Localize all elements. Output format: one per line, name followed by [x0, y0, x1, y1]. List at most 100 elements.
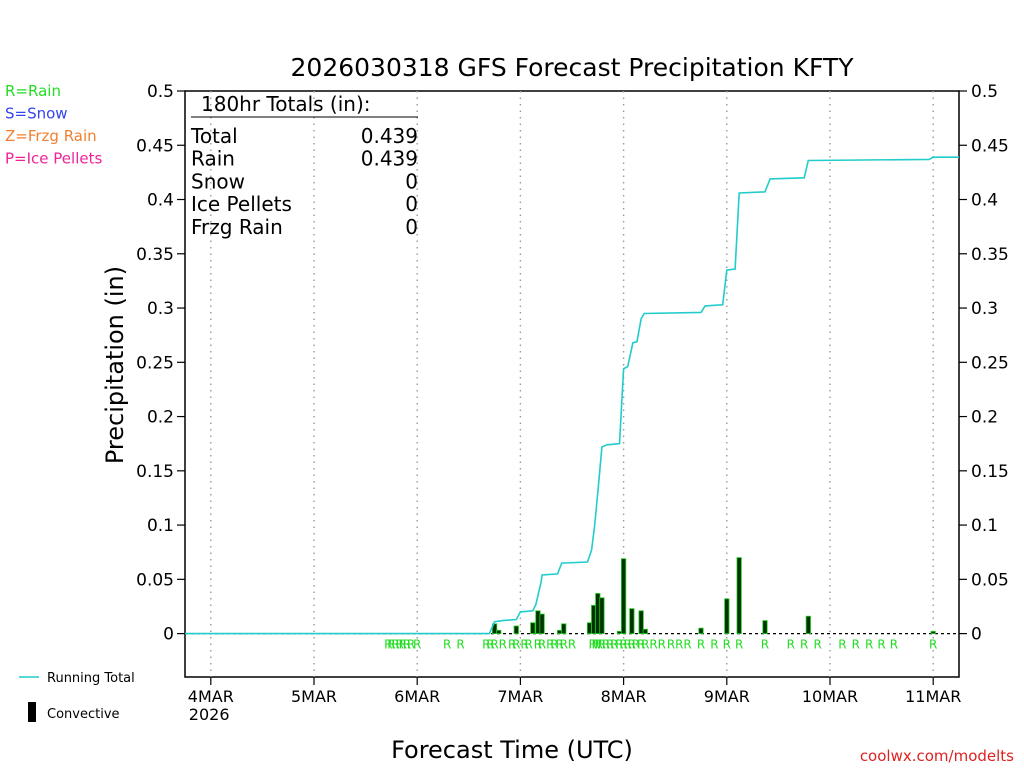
- rain-type-marker: R: [588, 638, 596, 652]
- y-tick-label-left: 0: [163, 625, 174, 645]
- convective-bar: [724, 598, 730, 634]
- convective-bar: [629, 608, 635, 634]
- totals-row-label: Snow: [191, 169, 245, 193]
- y-tick-label-right: 0: [971, 625, 982, 645]
- convective-bar: [539, 613, 545, 634]
- x-tick-label: 9MAR: [704, 687, 750, 706]
- rain-type-marker: R: [391, 638, 399, 652]
- rain-type-marker: R: [787, 638, 795, 652]
- rain-type-marker: R: [546, 638, 554, 652]
- totals-row-label: Frzg Rain: [191, 215, 283, 239]
- y-tick-label-left: 0.15: [136, 462, 174, 482]
- x-axis-title: Forecast Time (UTC): [391, 736, 633, 764]
- rain-type-marker: R: [890, 638, 898, 652]
- rain-type-marker: R: [637, 638, 645, 652]
- y-tick-label-right: 0.25: [971, 353, 1009, 373]
- y-tick-label-right: 0.3: [971, 299, 998, 319]
- y-tick-label-right: 0.35: [971, 245, 1009, 265]
- y-tick-label-right: 0.2: [971, 408, 998, 428]
- x-tick-label: 8MAR: [601, 687, 647, 706]
- rain-type-marker: R: [610, 638, 618, 652]
- convective-legend-label: Convective: [47, 707, 120, 722]
- rain-type-marker: R: [524, 638, 532, 652]
- rain-type-marker: R: [456, 638, 464, 652]
- rain-type-marker: R: [800, 638, 808, 652]
- totals-header: 180hr Totals (in):: [201, 92, 371, 116]
- rain-type-marker: R: [761, 638, 769, 652]
- y-tick-label-right: 0.1: [971, 516, 998, 536]
- y-tick-label-right: 0.15: [971, 462, 1009, 482]
- rain-type-marker: R: [512, 638, 520, 652]
- totals-rows: Total 0.439 Rain 0.439 Snow 0 Ice Pellets 0 Frzg…: [190, 124, 418, 239]
- rain-type-marker: R: [877, 638, 885, 652]
- x-tick-sublabel: 2026: [189, 705, 230, 724]
- rain-type-marker: R: [632, 638, 640, 652]
- legend-type-label: R=Rain: [5, 82, 61, 100]
- totals-row-label: Ice Pellets: [191, 192, 292, 216]
- rain-type-marker: R: [555, 638, 563, 652]
- convective-bar: [599, 597, 605, 634]
- convective-bar: [736, 557, 742, 634]
- precip-type-legend: R=Rain S=Snow Z=Frzg Rain P=Ice Pellets: [5, 82, 102, 168]
- running-total-legend-label: Running Total: [47, 671, 135, 686]
- rain-type-marker: R: [560, 638, 568, 652]
- y-tick-label-left: 0.35: [136, 245, 174, 265]
- convective-bar: [496, 629, 502, 634]
- rain-type-marker: R: [852, 638, 860, 652]
- rain-type-marker: R: [658, 638, 666, 652]
- y-tick-label-right: 0.4: [971, 191, 998, 211]
- rain-type-marker: R: [697, 638, 705, 652]
- rain-type-marker: R: [813, 638, 821, 652]
- rain-type-marker: R: [865, 638, 873, 652]
- rain-type-marker: R: [619, 638, 627, 652]
- rain-type-marker: R: [490, 638, 498, 652]
- y-tick-label-right: 0.5: [971, 82, 998, 102]
- y-axis-title: Precipitation (in): [101, 266, 129, 464]
- y-tick-label-left: 0.2: [147, 408, 174, 428]
- rain-type-marker: R: [413, 638, 421, 652]
- rain-type-marker: R: [443, 638, 451, 652]
- convective-bar: [642, 628, 648, 634]
- totals-row-value: 0: [405, 169, 418, 193]
- plot-frame: [184, 90, 960, 678]
- source-credit: coolwx.com/modelts: [860, 747, 1014, 765]
- totals-row-label: Rain: [191, 147, 235, 171]
- rain-type-marker: R: [667, 638, 675, 652]
- totals-row-value: 0.439: [361, 124, 418, 148]
- rain-type-marker: R: [649, 638, 657, 652]
- convective-bar: [621, 558, 627, 634]
- rain-type-marker: R: [595, 638, 603, 652]
- rain-type-marker: R: [568, 638, 576, 652]
- rain-type-marker: R: [384, 638, 392, 652]
- rain-type-marker: R: [675, 638, 683, 652]
- y-tick-label-left: 0.05: [136, 570, 174, 590]
- convective-bars: [491, 557, 936, 634]
- rain-type-marker: R: [606, 638, 614, 652]
- rain-type-marker: R: [602, 638, 610, 652]
- x-tick-label: 10MAR: [802, 687, 858, 706]
- y-tick-label-left: 0.5: [147, 82, 174, 102]
- running-total-line: [185, 156, 959, 635]
- convective-bar: [930, 631, 936, 634]
- y-axis-right: 0 0.05 0.1 0.15 0.2 0.25 0.3 0.35 0.4 0.45 0.5: [959, 82, 1009, 645]
- rain-type-marker: R: [399, 638, 407, 652]
- y-tick-label-left: 0.25: [136, 353, 174, 373]
- convective-legend-swatch: [28, 702, 36, 722]
- convective-bar: [805, 615, 811, 634]
- y-tick-label-left: 0.4: [147, 191, 174, 211]
- rain-type-marker: R: [508, 638, 516, 652]
- convective-bar: [561, 623, 567, 634]
- legend-type-label: S=Snow: [5, 105, 68, 123]
- y-tick-label-left: 0.1: [147, 516, 174, 536]
- rain-type-marker: R: [641, 638, 649, 652]
- rain-type-marker: R: [929, 638, 937, 652]
- rain-type-marker: R: [624, 638, 632, 652]
- legend-type-label: Z=Frzg Rain: [5, 127, 97, 145]
- rain-type-marker: R: [403, 638, 411, 652]
- rain-type-marker: R: [395, 638, 403, 652]
- series-legend: Running Total Convective: [19, 671, 135, 722]
- rain-type-marker: R: [534, 638, 542, 652]
